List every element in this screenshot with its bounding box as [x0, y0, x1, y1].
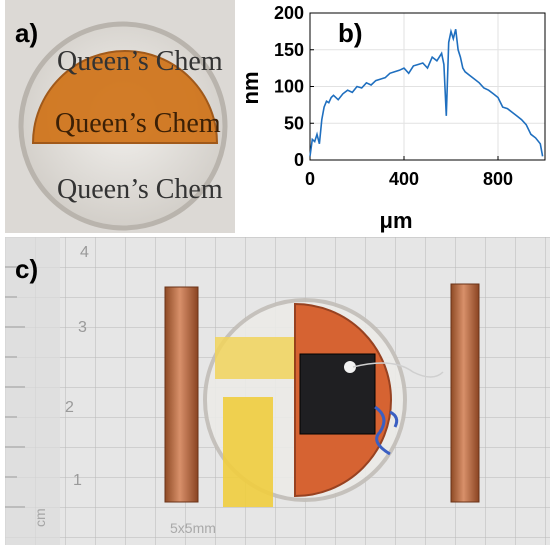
photo-device-panel: 4 3 2 1 cm 5x5mm c) — [5, 237, 550, 545]
ruler-tick-1: 1 — [73, 472, 82, 489]
orange-film — [31, 50, 219, 144]
photo-substrate: Queen’s Chem Queen’s Chem Queen’s Chem — [5, 0, 235, 233]
profile-chart: 0 400 800 0 50 100 150 200 μm nm — [238, 3, 546, 233]
printed-text-2: Queen’s Chem — [55, 108, 221, 139]
x-tick-label: 400 — [389, 169, 419, 189]
profile-chart-panel: 0 400 800 0 50 100 150 200 μm nm b) — [238, 0, 550, 233]
grid-note: 5x5mm — [170, 520, 216, 536]
panel-label-b: b) — [338, 18, 363, 48]
wire — [352, 362, 444, 378]
ruler-unit: cm — [32, 508, 48, 527]
printed-text-1: Queen’s Chem — [57, 46, 223, 77]
x-tick-label: 0 — [305, 169, 315, 189]
ruler-tick-2: 2 — [65, 399, 74, 416]
profile-series-line — [309, 28, 544, 157]
silver-paste-dot — [344, 361, 356, 373]
panel-label-c: c) — [15, 254, 39, 284]
ink-mark — [374, 405, 391, 456]
yellow-tape-bottom — [223, 397, 273, 507]
photo-substrate-panel: Queen’s Chem Queen’s Chem Queen’s Chem a… — [5, 0, 235, 233]
y-tick-label: 150 — [274, 40, 304, 60]
y-tick-label: 0 — [294, 150, 304, 170]
panel-label-a: a) — [15, 18, 39, 48]
printed-text-3: Queen’s Chem — [57, 174, 223, 205]
left-copper-electrode — [164, 286, 199, 503]
x-tick-label: 800 — [483, 169, 513, 189]
ruler — [5, 237, 60, 545]
ruler-tick-4: 4 — [80, 244, 89, 261]
right-copper-electrode — [450, 283, 480, 503]
y-axis-label: nm — [238, 72, 263, 105]
plot-frame — [309, 12, 546, 161]
ink-mark-2 — [389, 410, 399, 428]
y-tick-label: 200 — [274, 3, 304, 23]
ruler-tick-3: 3 — [78, 319, 87, 336]
photo-device: 4 3 2 1 cm 5x5mm — [5, 237, 550, 545]
y-tick-label: 100 — [274, 77, 304, 97]
black-contact — [299, 353, 376, 435]
x-axis-label: μm — [379, 208, 412, 233]
yellow-tape-top — [215, 337, 295, 379]
y-tick-label: 50 — [284, 113, 304, 133]
